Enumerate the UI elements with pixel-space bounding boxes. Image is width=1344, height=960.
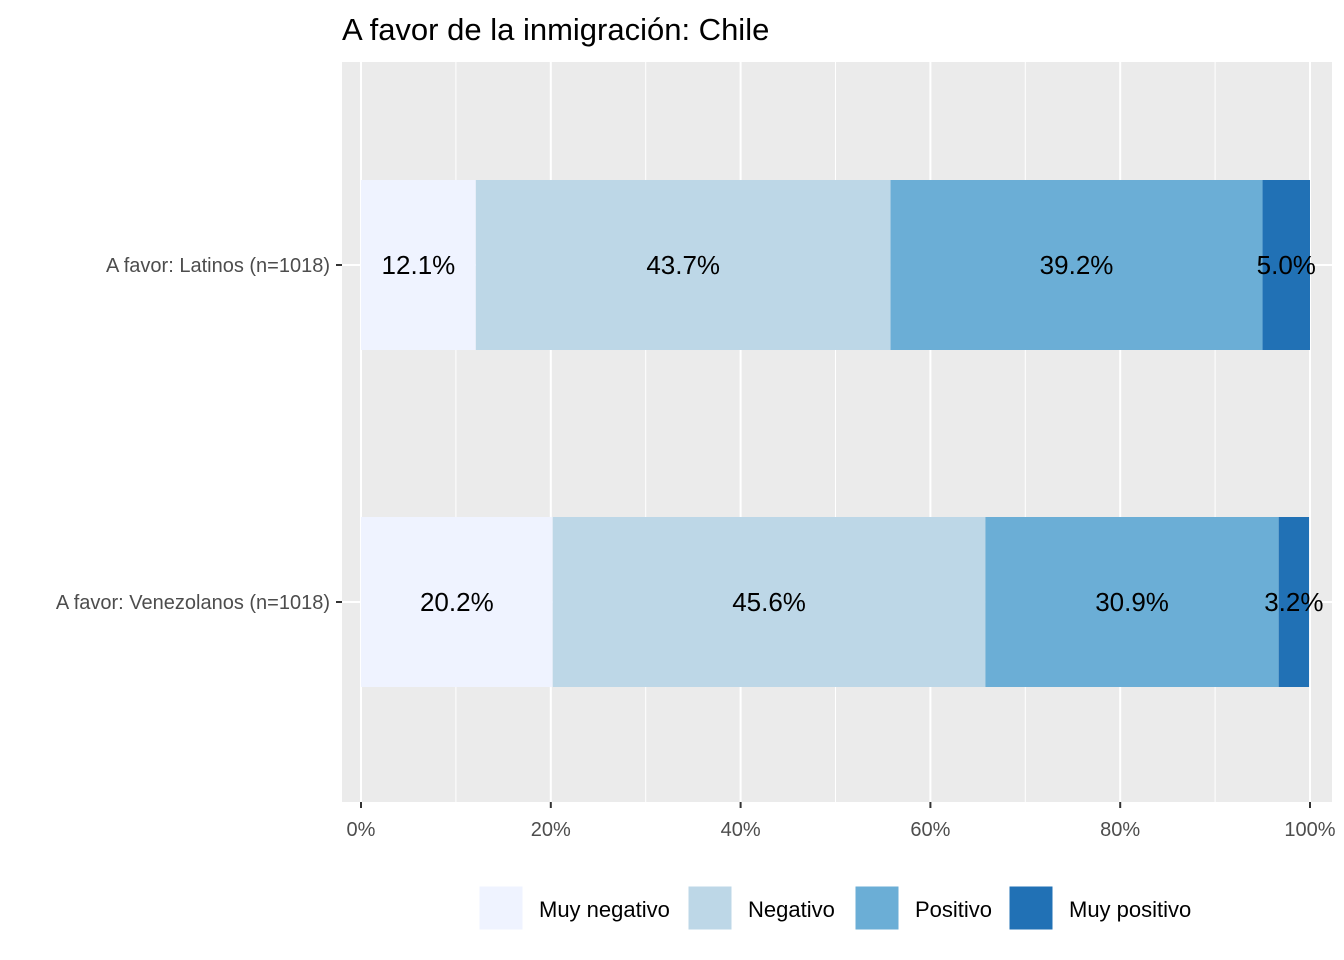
bar-segment [361,517,553,687]
data-label: 12.1% [382,250,456,280]
y-axis: A favor: Latinos (n=1018) A favor: Venezo… [56,255,342,614]
data-label: 20.2% [420,587,494,617]
bar-segment [475,180,891,350]
legend: Muy negativo Negativo Positivo Muy positivo [478,885,1191,931]
x-tick-label: 20% [531,819,571,841]
chart-title: A favor de la inmigración: Chile [342,12,769,47]
data-labels: 12.1% 43.7% 39.2% 5.0% 20.2% 45.6% 30.9% 3.2% [382,250,1324,617]
x-tick-label: 60% [910,819,950,841]
data-label: 5.0% [1257,250,1316,280]
legend-label: Positivo [915,897,992,922]
legend-label: Muy negativo [539,897,670,922]
bar-segment [1262,180,1310,350]
legend-key [687,885,733,931]
bars [361,180,1310,687]
legend-key [854,885,900,931]
bar-segment [890,180,1263,350]
x-tick-label: 40% [721,819,761,841]
bar-segment [552,517,986,687]
bar-segment [985,517,1279,687]
legend-key [478,885,524,931]
data-label: 45.6% [732,587,806,617]
data-label: 43.7% [646,250,720,280]
x-tick-label: 100% [1284,819,1335,841]
x-tick-label: 0% [347,819,376,841]
plot-panel [342,62,1332,802]
data-label: 30.9% [1095,587,1169,617]
legend-key [1008,885,1054,931]
y-tick-label: A favor: Venezolanos (n=1018) [56,592,330,614]
legend-label: Muy positivo [1069,897,1191,922]
data-label: 3.2% [1264,587,1323,617]
bar-segment [1278,517,1310,687]
y-tick-label: A favor: Latinos (n=1018) [106,255,330,277]
legend-label: Negativo [748,897,835,922]
x-axis: 0% 20% 40% 60% 80% 100% [347,802,1336,841]
bar-segment [361,180,476,350]
x-tick-label: 80% [1100,819,1140,841]
data-label: 39.2% [1040,250,1114,280]
